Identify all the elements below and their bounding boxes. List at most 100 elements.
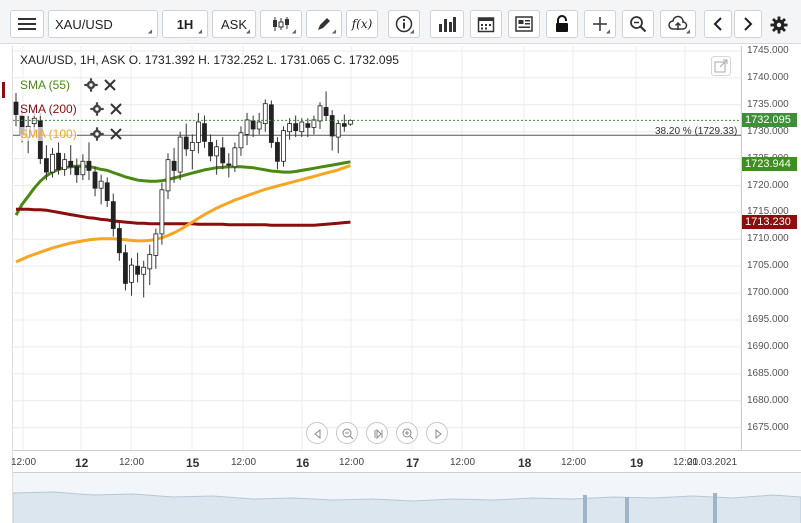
- price-axis-label: 1700.000: [747, 287, 789, 299]
- price-axis-label: 1720.000: [747, 179, 789, 191]
- candle: [268, 100, 274, 148]
- settings-button[interactable]: [768, 14, 790, 36]
- zoom-in-button[interactable]: [396, 422, 418, 444]
- info-button[interactable]: [388, 10, 420, 38]
- candle: [123, 244, 128, 291]
- indicator-label: SMA (100): [20, 127, 77, 141]
- candle: [80, 154, 86, 181]
- news-button[interactable]: [508, 10, 540, 38]
- upload-icon: [668, 15, 688, 30]
- price-chart[interactable]: [13, 46, 741, 450]
- zoom-out-button[interactable]: [336, 422, 358, 444]
- chart-type-button[interactable]: [260, 10, 302, 38]
- expand-icon: [714, 59, 728, 73]
- calendar-button[interactable]: [470, 10, 502, 38]
- time-axis[interactable]: [13, 450, 801, 472]
- indicators-button[interactable]: f(x): [346, 10, 378, 38]
- indicator-sma100: SMA (100): [20, 126, 122, 142]
- next-button[interactable]: [734, 10, 762, 38]
- candle: [335, 120, 341, 154]
- candle: [220, 137, 226, 170]
- lock-button[interactable]: [546, 10, 578, 38]
- symbol-select[interactable]: XAU/USD: [48, 10, 158, 38]
- candle: [165, 153, 171, 199]
- zoom-icon: [630, 16, 647, 33]
- timeframe-select[interactable]: 1H: [162, 10, 208, 38]
- candle: [56, 142, 61, 175]
- time-axis-label: 16: [296, 456, 310, 470]
- candle: [226, 153, 232, 178]
- calendar-icon: [477, 17, 495, 33]
- zoom-button[interactable]: [622, 10, 654, 38]
- candle: [153, 228, 159, 269]
- candle: [92, 166, 98, 197]
- series-marker: [2, 82, 5, 98]
- price-axis[interactable]: [741, 46, 801, 450]
- close-icon[interactable]: [104, 79, 116, 91]
- volume-button[interactable]: [430, 10, 464, 38]
- draw-pen-icon: [318, 18, 330, 30]
- candles-icon: [273, 17, 289, 31]
- candle: [317, 102, 323, 130]
- candle: [275, 137, 280, 170]
- price-side-select[interactable]: ASK: [212, 10, 256, 38]
- crosshair-button[interactable]: [584, 10, 616, 38]
- time-axis-label: 18: [518, 456, 532, 470]
- candle: [195, 112, 201, 154]
- time-axis-label: 12:00: [450, 457, 476, 468]
- menu-button[interactable]: [10, 10, 44, 38]
- candle: [171, 147, 177, 183]
- fib-level-label: 38.20 % (1729.33): [655, 126, 738, 137]
- gear-icon[interactable]: [90, 127, 104, 141]
- chevron-right-icon: [744, 17, 753, 31]
- price-axis-label: 1680.000: [747, 394, 789, 406]
- news-icon: [515, 16, 533, 32]
- indicator-sma55: SMA (55): [20, 77, 116, 93]
- candle: [311, 115, 317, 135]
- time-axis-label: 12:00: [231, 457, 257, 468]
- price-axis-label: 1705.000: [747, 260, 789, 272]
- time-axis-label: 19: [630, 456, 644, 470]
- candle: [159, 182, 165, 245]
- pan-left-icon: [314, 428, 321, 440]
- prev-button[interactable]: [704, 10, 732, 38]
- close-icon[interactable]: [109, 128, 122, 140]
- sma55-price-tag: 1723.944: [742, 157, 797, 172]
- candle: [43, 145, 49, 181]
- candle: [299, 118, 305, 138]
- price-axis-label: 1695.000: [747, 314, 789, 325]
- price-axis-label: 1675.000: [747, 421, 789, 433]
- sma-line: [14, 160, 351, 216]
- candle: [232, 142, 238, 173]
- volume-bars-icon: [439, 17, 456, 32]
- timeframe-value: 1H: [176, 16, 194, 32]
- pan-right-button[interactable]: [426, 422, 448, 444]
- draw-tools-button[interactable]: [306, 10, 342, 38]
- reset-icon: [374, 428, 383, 440]
- navigator-area: [12, 491, 801, 523]
- candle: [244, 112, 250, 146]
- time-axis-label: 17: [406, 456, 420, 470]
- candle: [305, 118, 311, 138]
- expand-button[interactable]: [711, 56, 731, 76]
- navigator[interactable]: [12, 472, 801, 523]
- gear-icon[interactable]: [84, 78, 98, 92]
- sma-line: [15, 164, 351, 264]
- candle: [323, 91, 329, 121]
- candle: [238, 126, 244, 156]
- candle: [104, 177, 110, 208]
- candle: [141, 260, 147, 298]
- candle: [74, 158, 80, 183]
- gear-icon[interactable]: [90, 102, 104, 116]
- pan-left-button[interactable]: [306, 422, 328, 444]
- price-axis-label: 1690.000: [747, 340, 789, 352]
- sma-line: [16, 207, 351, 227]
- share-button[interactable]: [660, 10, 696, 38]
- reset-button[interactable]: [366, 422, 388, 444]
- candle: [287, 118, 293, 140]
- candle: [250, 115, 256, 138]
- price-axis-label: 1745.000: [747, 45, 789, 56]
- candle: [50, 147, 55, 178]
- time-axis-label: 12:00: [11, 457, 37, 468]
- close-icon[interactable]: [109, 103, 122, 115]
